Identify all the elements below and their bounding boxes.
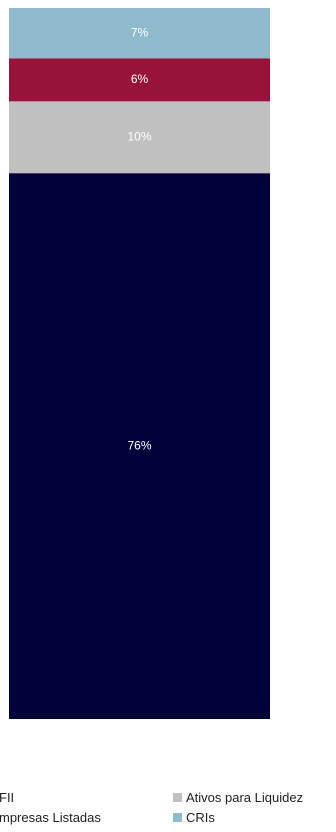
legend-item-cris: CRIs — [173, 810, 215, 825]
data-label-fii: 76% — [127, 438, 151, 452]
bar-segment-fii — [9, 173, 270, 719]
legend-label-cris: CRIs — [186, 810, 215, 825]
legend-square-icon — [173, 813, 182, 822]
legend-item-empresas-listadas: mpresas Listadas — [0, 810, 101, 825]
bar-segment-ativos-para-liquidez — [9, 101, 270, 174]
data-label-cris: 7% — [131, 25, 149, 39]
data-label-ativos-para-liquidez: 10% — [127, 129, 151, 143]
legend-label-ativos-para-liquidez: Ativos para Liquidez — [186, 790, 304, 805]
bar-segment-cris — [9, 8, 270, 59]
chart-legend: FII Ativos para Liquidez mpresas Listada… — [0, 786, 336, 832]
legend-label-fii: FII — [0, 790, 15, 805]
legend-item-ativos-para-liquidez: Ativos para Liquidez — [173, 790, 303, 805]
data-label-mpresas-listadas: 6% — [131, 72, 149, 86]
legend-item-fii: FII — [0, 790, 14, 805]
legend-label-empresas-listadas: mpresas Listadas — [0, 810, 101, 825]
legend-square-icon — [173, 793, 182, 802]
bar-segment-mpresas-listadas — [9, 58, 270, 102]
